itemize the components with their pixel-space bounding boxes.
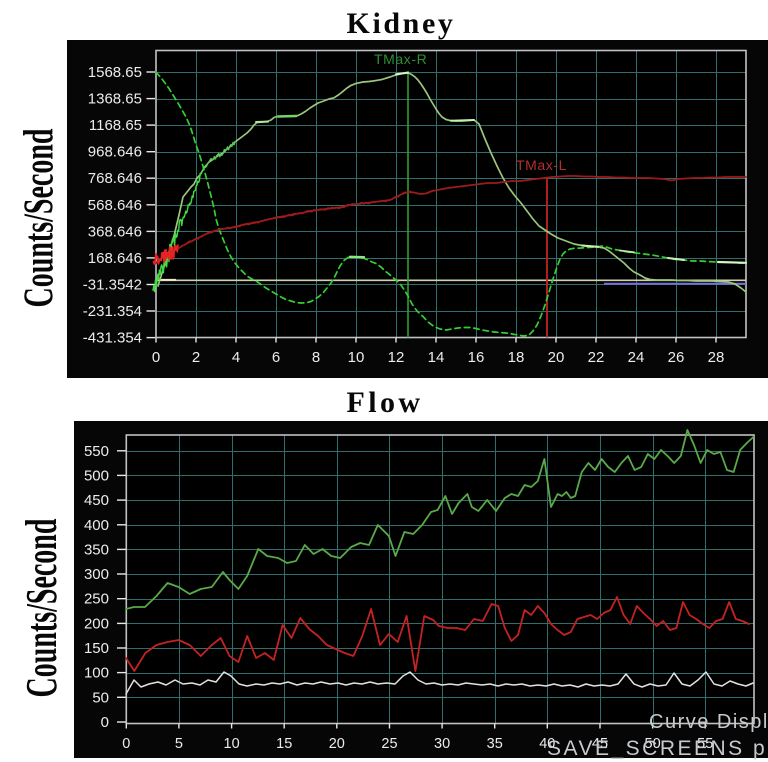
svg-text:18: 18 [508,349,525,366]
svg-text:Kidney: Kidney [347,7,456,40]
svg-text:500: 500 [84,467,109,484]
svg-text:6: 6 [272,349,280,366]
svg-text:14: 14 [428,349,445,366]
svg-text:0: 0 [101,714,109,731]
svg-text:25: 25 [381,736,397,752]
svg-text:1368.65: 1368.65 [88,91,142,108]
svg-text:0: 0 [152,349,160,366]
svg-text:50: 50 [645,736,661,752]
svg-text:Counts/Second: Counts/Second [15,128,62,307]
svg-text:30: 30 [434,736,450,752]
svg-text:-231.354: -231.354 [83,303,142,320]
svg-text:45: 45 [592,736,608,752]
svg-text:400: 400 [84,517,109,534]
svg-text:250: 250 [84,591,109,608]
svg-text:1568.65: 1568.65 [88,64,142,81]
svg-text:20: 20 [548,349,565,366]
svg-text:-431.354: -431.354 [83,330,142,347]
svg-text:15: 15 [276,736,292,752]
svg-text:TMax-L: TMax-L [516,157,567,173]
svg-text:Flow: Flow [347,386,424,419]
svg-text:550: 550 [84,443,109,460]
svg-text:5: 5 [175,736,183,752]
svg-text:168.646: 168.646 [88,250,142,267]
svg-text:TMax-R: TMax-R [374,51,427,67]
svg-text:4: 4 [232,349,240,366]
svg-text:24: 24 [628,349,645,366]
svg-text:35: 35 [487,736,503,752]
svg-text:0: 0 [122,736,130,752]
svg-text:Curve Displ: Curve Displ [649,711,768,733]
svg-text:150: 150 [84,640,109,657]
svg-text:8: 8 [312,349,320,366]
svg-text:55: 55 [697,736,713,752]
svg-text:300: 300 [84,566,109,583]
svg-text:968.646: 968.646 [88,144,142,161]
svg-text:10: 10 [348,349,365,366]
svg-text:1168.65: 1168.65 [89,117,142,134]
svg-text:-31.3542: -31.3542 [83,277,142,294]
svg-text:20: 20 [329,736,345,752]
svg-text:22: 22 [588,349,605,366]
svg-text:100: 100 [84,665,109,682]
svg-text:450: 450 [84,492,109,509]
svg-text:28: 28 [708,349,725,366]
svg-text:Counts/Second: Counts/Second [17,518,66,697]
svg-text:26: 26 [668,349,685,366]
svg-text:12: 12 [388,349,405,366]
svg-text:568.646: 568.646 [88,197,142,214]
svg-text:2: 2 [192,349,200,366]
svg-text:10: 10 [224,736,240,752]
svg-text:350: 350 [84,541,109,558]
svg-text:16: 16 [468,349,485,366]
svg-text:SAVE_SCREENS pr: SAVE_SCREENS pr [547,737,768,760]
svg-text:40: 40 [539,736,555,752]
svg-text:50: 50 [92,689,109,706]
svg-text:768.646: 768.646 [88,170,142,187]
svg-text:200: 200 [84,615,109,632]
svg-text:368.646: 368.646 [88,223,142,240]
